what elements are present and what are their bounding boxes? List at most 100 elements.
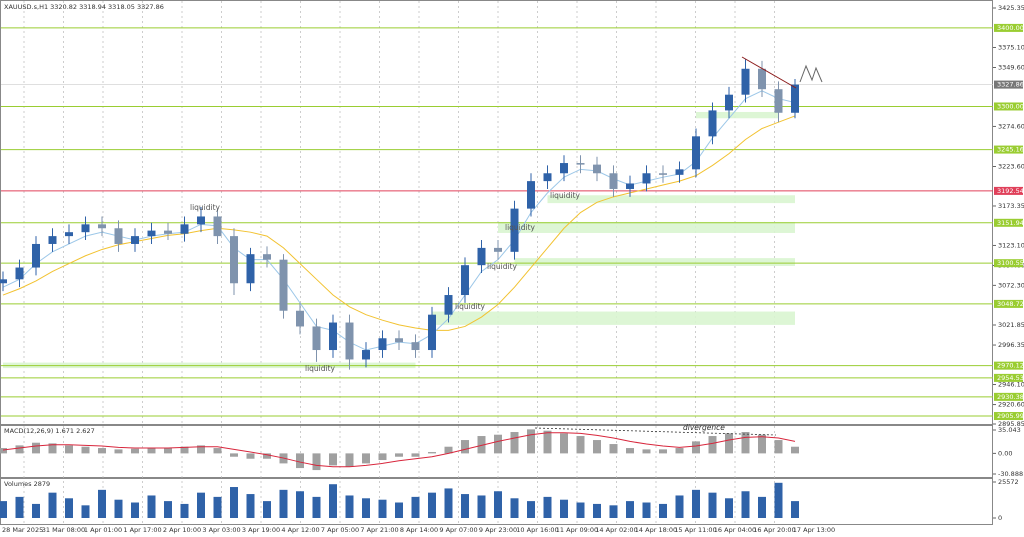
candle-body [675, 169, 684, 175]
candle-body [708, 110, 717, 137]
x-tick-label: 7 Apr 05:00 [321, 526, 359, 534]
liquidity-zone [498, 221, 795, 233]
candle-body [65, 232, 73, 237]
x-tick-label: 1 Apr 17:00 [123, 526, 161, 534]
macd-bar [791, 446, 799, 454]
candle-body [461, 265, 469, 296]
candle-body [411, 342, 420, 351]
level-label: 3151.94 [997, 219, 1024, 227]
candle-body [164, 230, 172, 234]
x-tick-label: 8 Apr 14:00 [400, 526, 438, 534]
macd-bar [428, 452, 436, 454]
candle-body [378, 338, 387, 351]
level-label: 3192.54 [997, 187, 1024, 195]
macd-bar [725, 433, 733, 454]
candle-body [576, 163, 585, 165]
macd-bar [708, 436, 717, 454]
y-tick-label: 0.00 [998, 449, 1012, 457]
macd-bar [461, 440, 469, 454]
y-tick-label: 2996.35 [998, 341, 1024, 349]
y-tick-label: 3072.30 [998, 281, 1024, 289]
liquidity-label: liquidity [487, 262, 518, 271]
y-tick-label: 25572 [998, 478, 1019, 486]
candle-body [791, 84, 799, 113]
liquidity-zone [547, 195, 795, 204]
candle-body [312, 326, 321, 351]
volume-bar [230, 487, 238, 518]
x-tick-label: 15 Apr 11:00 [674, 526, 716, 534]
candle-body [246, 254, 255, 284]
level-label: 3048.72 [997, 300, 1024, 308]
volume-bar [15, 496, 24, 518]
x-tick-label: 9 Apr 23:00 [479, 526, 517, 534]
volume-bar [345, 495, 354, 518]
projection-arrow [799, 64, 823, 83]
y-tick-label: 3123.10 [998, 241, 1024, 249]
level-label: 2930.38 [997, 393, 1024, 401]
macd-bar [312, 453, 321, 471]
liquidity-label: liquidity [305, 364, 336, 373]
y-tick-label: 3223.60 [998, 163, 1024, 171]
volume-bar [791, 501, 799, 518]
level-tag [994, 412, 1023, 421]
volume-bar [543, 496, 552, 518]
level-label: 3300.00 [997, 102, 1024, 110]
volume-bar [576, 502, 585, 518]
volume-bar [692, 489, 700, 518]
macd-title: MACD(12,26,9) 1.671 2.627 [4, 427, 95, 435]
candle-body [494, 247, 502, 252]
liquidity-zone [432, 311, 795, 325]
candle-body [609, 173, 618, 189]
divergence-line [534, 427, 777, 436]
level-tag [994, 259, 1023, 268]
macd-bar [263, 453, 271, 459]
candle-body [81, 224, 90, 233]
volume-bar [213, 496, 222, 518]
x-tick-label: 7 Apr 21:00 [360, 526, 398, 534]
macd-bar [642, 449, 651, 454]
candle-body [510, 208, 519, 252]
macd-bar [345, 453, 354, 467]
y-tick-label: 3375.10 [998, 43, 1024, 51]
volume-bar [48, 492, 57, 518]
level-label: 2954.53 [997, 374, 1024, 382]
x-tick-label: 3 Apr 03:00 [202, 526, 240, 534]
x-tick-label: 4 Apr 12:00 [281, 526, 319, 534]
candle-body [147, 230, 156, 237]
candle-body [98, 224, 106, 229]
candle-body [32, 243, 40, 268]
y-tick-label: 3349.60 [998, 64, 1024, 72]
price-tag [994, 80, 1023, 89]
volume-bar [494, 491, 502, 518]
volume-bar [312, 496, 321, 518]
volume-bar [626, 501, 634, 518]
level-tag [994, 186, 1023, 195]
volume-bar [131, 502, 139, 518]
y-tick-label: 35.043 [998, 426, 1021, 434]
candle-body [362, 350, 370, 360]
trend-line [741, 56, 797, 89]
candle-body [230, 236, 238, 284]
liquidity-label: liquidity [505, 223, 536, 232]
macd-bar [378, 453, 387, 461]
moving-average [2, 90, 796, 351]
level-tag [994, 299, 1023, 308]
liquidity-zone [514, 258, 795, 266]
volume-bar [741, 491, 750, 518]
macd-bar [131, 448, 139, 454]
volume-bar [510, 498, 519, 518]
level-label: 2970.12 [997, 362, 1024, 370]
level-label: 3100.55 [997, 259, 1024, 267]
y-tick-label: 0 [998, 514, 1002, 522]
level-label: 3400.00 [997, 24, 1024, 32]
macd-bar [329, 453, 337, 466]
volume-bar [461, 494, 469, 518]
candle-body [263, 254, 271, 260]
volume-bar [362, 498, 370, 518]
candle-body [626, 183, 634, 189]
candle-body [329, 322, 337, 351]
x-tick-label: 11 Apr 09:00 [556, 526, 598, 534]
candle-body [180, 224, 189, 234]
macd-bar [494, 434, 502, 454]
volume-bar [263, 501, 271, 518]
